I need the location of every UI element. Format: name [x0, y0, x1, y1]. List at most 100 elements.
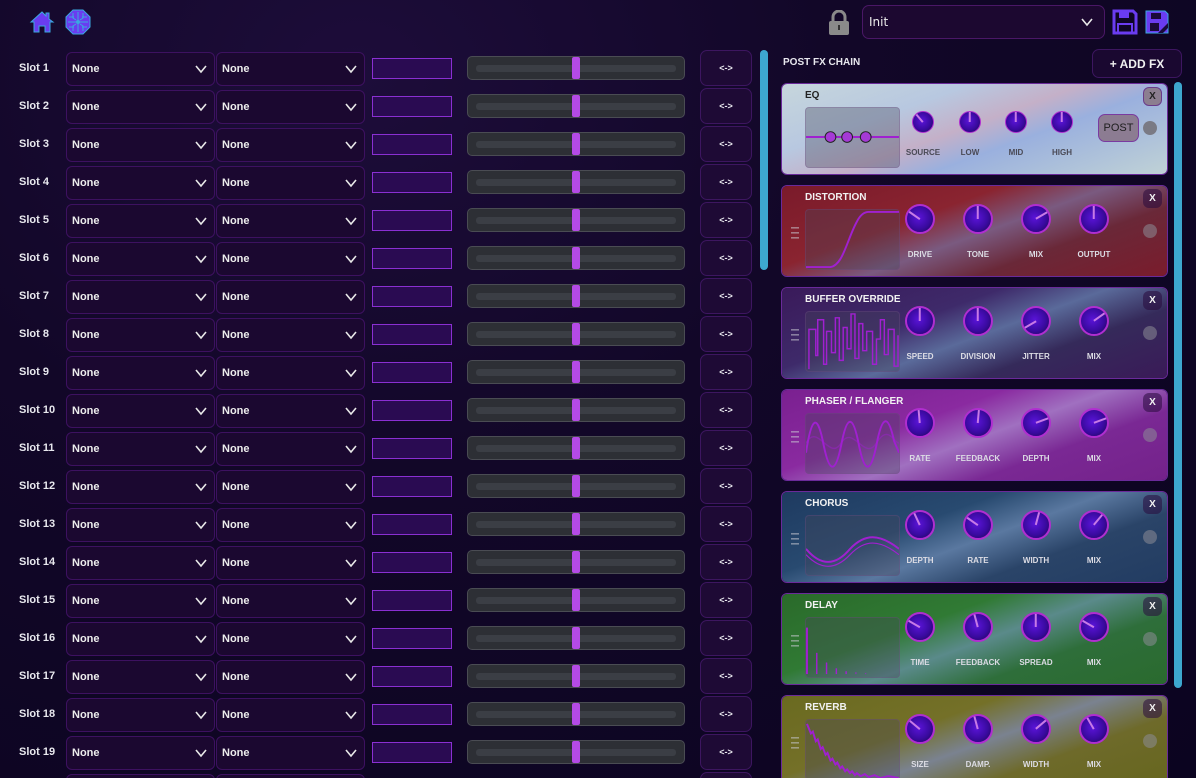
slot-target-dropdown[interactable]: None	[216, 432, 365, 466]
slot-modulation-display[interactable]	[372, 248, 452, 269]
slot-target-dropdown[interactable]	[216, 774, 365, 778]
slot-amount-slider[interactable]	[467, 208, 685, 232]
slot-modulation-display[interactable]	[372, 476, 452, 497]
slot-amount-slider[interactable]	[467, 170, 685, 194]
slot-modulation-display[interactable]	[372, 362, 452, 383]
knob-source[interactable]	[912, 111, 934, 133]
slider-thumb[interactable]	[572, 475, 580, 497]
drag-handle-icon[interactable]	[791, 736, 799, 750]
knob-speed[interactable]	[905, 306, 935, 336]
remove-fx-button[interactable]: X	[1143, 189, 1162, 208]
slot-target-dropdown[interactable]: None	[216, 280, 365, 314]
fx-enable-led[interactable]	[1143, 428, 1157, 442]
fx-enable-led[interactable]	[1143, 326, 1157, 340]
slot-source-dropdown[interactable]: None	[66, 432, 215, 466]
slot-amount-slider[interactable]	[467, 626, 685, 650]
slider-thumb[interactable]	[572, 95, 580, 117]
slot-amount-slider[interactable]	[467, 360, 685, 384]
slot-source-dropdown[interactable]: None	[66, 546, 215, 580]
slider-thumb[interactable]	[572, 741, 580, 763]
remove-fx-button[interactable]: X	[1143, 291, 1162, 310]
slot-source-dropdown[interactable]: None	[66, 356, 215, 390]
slot-amount-slider[interactable]	[467, 284, 685, 308]
knob-size[interactable]	[905, 714, 935, 744]
slot-source-dropdown[interactable]: None	[66, 52, 215, 86]
slot-bipolar-toggle[interactable]: <->	[700, 126, 752, 162]
slider-thumb[interactable]	[572, 513, 580, 535]
slot-source-dropdown[interactable]: None	[66, 90, 215, 124]
post-toggle-button[interactable]: POST	[1098, 114, 1139, 142]
slot-amount-slider[interactable]	[467, 436, 685, 460]
slider-thumb[interactable]	[572, 399, 580, 421]
slot-modulation-display[interactable]	[372, 134, 452, 155]
slider-thumb[interactable]	[572, 323, 580, 345]
slot-modulation-display[interactable]	[372, 704, 452, 725]
slot-modulation-display[interactable]	[372, 58, 452, 79]
slot-target-dropdown[interactable]: None	[216, 622, 365, 656]
remove-fx-button[interactable]: X	[1143, 597, 1162, 616]
slot-bipolar-toggle[interactable]: <->	[700, 392, 752, 428]
slot-source-dropdown[interactable]: None	[66, 204, 215, 238]
knob-spread[interactable]	[1021, 612, 1051, 642]
slot-bipolar-toggle[interactable]: <->	[700, 164, 752, 200]
slot-bipolar-toggle[interactable]: <->	[700, 202, 752, 238]
slot-amount-slider[interactable]	[467, 550, 685, 574]
slot-target-dropdown[interactable]: None	[216, 584, 365, 618]
knob-division[interactable]	[963, 306, 993, 336]
drag-handle-icon[interactable]	[791, 532, 799, 546]
slider-thumb[interactable]	[572, 627, 580, 649]
fx-enable-led[interactable]	[1143, 632, 1157, 646]
slot-source-dropdown[interactable]: None	[66, 508, 215, 542]
slot-modulation-display[interactable]	[372, 210, 452, 231]
slot-amount-slider[interactable]	[467, 702, 685, 726]
slot-target-dropdown[interactable]: None	[216, 166, 365, 200]
slider-thumb[interactable]	[572, 361, 580, 383]
slider-thumb[interactable]	[572, 437, 580, 459]
slot-source-dropdown[interactable]: None	[66, 698, 215, 732]
slot-target-dropdown[interactable]: None	[216, 508, 365, 542]
knob-rate[interactable]	[905, 408, 935, 438]
slot-bipolar-toggle[interactable]: <->	[700, 88, 752, 124]
knob-jitter[interactable]	[1021, 306, 1051, 336]
knob-tone[interactable]	[963, 204, 993, 234]
slot-bipolar-toggle[interactable]: <->	[700, 658, 752, 694]
slot-modulation-display[interactable]	[372, 172, 452, 193]
slot-bipolar-toggle[interactable]	[700, 772, 752, 778]
slot-bipolar-toggle[interactable]: <->	[700, 240, 752, 276]
slot-source-dropdown[interactable]: None	[66, 470, 215, 504]
knob-damp[interactable]	[963, 714, 993, 744]
slider-thumb[interactable]	[572, 551, 580, 573]
slot-amount-slider[interactable]	[467, 474, 685, 498]
knob-time[interactable]	[905, 612, 935, 642]
drag-handle-icon[interactable]	[791, 634, 799, 648]
knob-feedback[interactable]	[963, 612, 993, 642]
knob-mix[interactable]	[1079, 612, 1109, 642]
save-as-button[interactable]	[1143, 8, 1171, 36]
knob-drive[interactable]	[905, 204, 935, 234]
knob-mid[interactable]	[1005, 111, 1027, 133]
knob-depth[interactable]	[905, 510, 935, 540]
slot-bipolar-toggle[interactable]: <->	[700, 468, 752, 504]
slider-thumb[interactable]	[572, 665, 580, 687]
slot-bipolar-toggle[interactable]: <->	[700, 316, 752, 352]
slider-thumb[interactable]	[572, 171, 580, 193]
knob-width[interactable]	[1021, 510, 1051, 540]
drag-handle-icon[interactable]	[791, 226, 799, 240]
slot-source-dropdown[interactable]: None	[66, 280, 215, 314]
slot-source-dropdown[interactable]: None	[66, 318, 215, 352]
slot-amount-slider[interactable]	[467, 588, 685, 612]
slot-source-dropdown[interactable]: None	[66, 736, 215, 770]
slider-thumb[interactable]	[572, 57, 580, 79]
knob-mix[interactable]	[1079, 306, 1109, 336]
knob-mix[interactable]	[1079, 714, 1109, 744]
slot-source-dropdown[interactable]: None	[66, 166, 215, 200]
slot-target-dropdown[interactable]: None	[216, 128, 365, 162]
slot-source-dropdown[interactable]: None	[66, 622, 215, 656]
knob-mix[interactable]	[1021, 204, 1051, 234]
slot-target-dropdown[interactable]: None	[216, 52, 365, 86]
slot-source-dropdown[interactable]	[66, 774, 215, 778]
slot-amount-slider[interactable]	[467, 398, 685, 422]
fx-enable-led[interactable]	[1143, 734, 1157, 748]
slot-target-dropdown[interactable]: None	[216, 546, 365, 580]
knob-rate[interactable]	[963, 510, 993, 540]
